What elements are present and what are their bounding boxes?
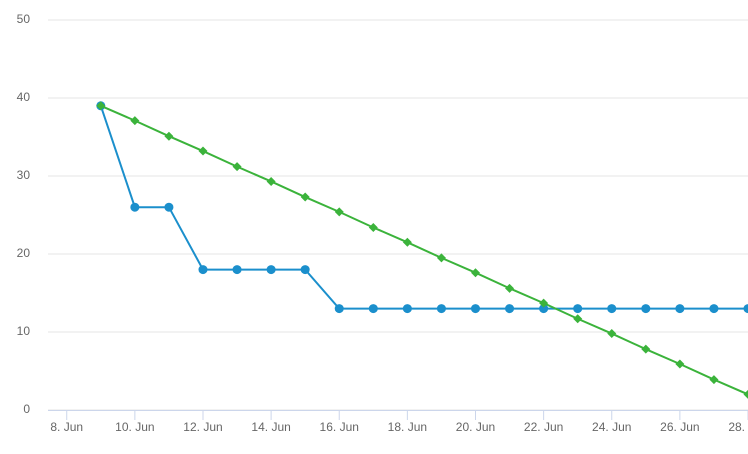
point xyxy=(709,375,719,385)
point xyxy=(198,146,208,156)
point xyxy=(641,304,651,314)
point xyxy=(573,304,583,314)
point xyxy=(539,298,549,308)
x-tick-label: 10. Jun xyxy=(115,420,154,434)
x-tick-label: 26. Jun xyxy=(660,420,699,434)
x-tick-label: 14. Jun xyxy=(251,420,290,434)
point xyxy=(470,304,480,314)
point xyxy=(436,304,446,314)
point xyxy=(266,176,276,186)
x-tick-label: 18. Jun xyxy=(388,420,427,434)
point xyxy=(505,304,515,314)
x-tick-label: 16. Jun xyxy=(320,420,359,434)
point xyxy=(96,101,106,111)
point xyxy=(402,304,412,314)
point xyxy=(130,116,140,126)
point xyxy=(436,253,446,263)
point xyxy=(573,314,583,324)
point xyxy=(470,268,480,278)
x-tick-label: 24. Jun xyxy=(592,420,631,434)
point xyxy=(709,304,719,314)
x-tick-label: 22. Jun xyxy=(524,420,563,434)
point xyxy=(198,265,208,275)
point xyxy=(402,237,412,247)
point xyxy=(232,265,242,275)
y-tick-label: 0 xyxy=(23,402,30,416)
point xyxy=(675,359,685,369)
point xyxy=(164,131,174,141)
y-tick-label: 10 xyxy=(17,324,31,338)
x-tick-label: 8. Jun xyxy=(50,420,83,434)
point xyxy=(641,344,651,354)
point xyxy=(130,202,140,212)
point xyxy=(607,329,617,339)
x-tick-label: 20. Jun xyxy=(456,420,495,434)
series-line xyxy=(99,105,748,310)
point xyxy=(539,304,549,314)
x-tick-label: 12. Jun xyxy=(183,420,222,434)
y-tick-label: 50 xyxy=(17,12,31,26)
x-tick-label: 28. Jun xyxy=(728,420,748,434)
point xyxy=(300,265,310,275)
point xyxy=(743,304,748,314)
point xyxy=(675,304,685,314)
point xyxy=(334,304,344,314)
point xyxy=(743,389,748,399)
point xyxy=(334,207,344,217)
y-tick-label: 30 xyxy=(17,168,31,182)
y-tick-label: 20 xyxy=(17,246,31,260)
point xyxy=(232,162,242,172)
point xyxy=(164,202,174,212)
point xyxy=(300,192,310,202)
point xyxy=(368,222,378,232)
point xyxy=(368,304,378,314)
point xyxy=(505,283,515,293)
series-line xyxy=(100,104,748,396)
point xyxy=(266,265,276,275)
point xyxy=(607,304,617,314)
y-tick-label: 40 xyxy=(17,90,31,104)
